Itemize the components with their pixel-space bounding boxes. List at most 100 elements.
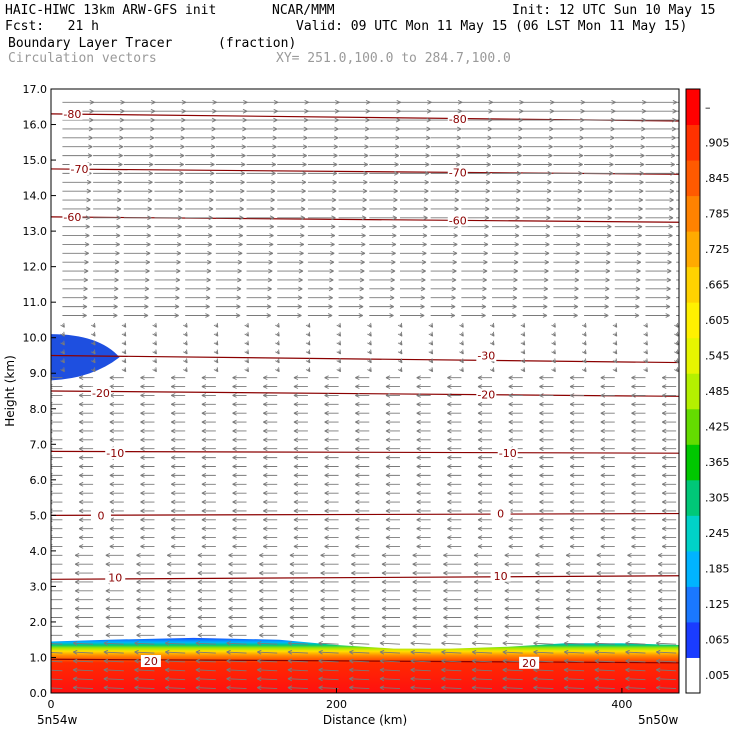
wind-vector [430,250,458,256]
wind-vector [508,490,523,496]
wind-vector [489,367,495,373]
wind-vector [631,375,646,381]
wind-vector [539,464,554,469]
wind-vector [195,658,216,664]
wind-vector [259,588,278,594]
wind-vector [614,233,642,238]
wind-vector [399,126,431,132]
wind-vector [154,135,185,141]
wind-vector [569,401,585,407]
wind-vector [355,517,370,523]
wind-vector [447,464,462,469]
wind-vector [170,464,186,469]
wind-vector [232,401,247,407]
wind-vector [399,108,432,114]
contour-label-bg [105,447,126,460]
wind-vector [596,606,615,611]
wind-vector [657,624,677,629]
wind-vector [307,295,333,301]
wind-vector [428,349,434,355]
wind-vector [154,233,182,238]
wind-vector [201,393,216,398]
wind-vector [443,606,462,611]
wind-vector [522,233,550,238]
wind-vector [123,242,151,247]
wind-vector [655,685,677,691]
wind-vector [461,179,491,185]
wind-vector [93,153,123,158]
wind-vector [379,658,400,664]
wind-vector [385,464,400,469]
wind-vector [293,508,308,514]
wind-vector [136,570,155,576]
wind-vector [584,304,609,309]
wind-vector [385,375,400,381]
wind-vector [60,340,65,346]
wind-vector [215,224,244,230]
wind-vector [293,437,308,443]
wind-vector [201,401,216,407]
wind-vector [154,250,182,256]
wind-vector [185,286,211,292]
wind-vector [305,331,311,337]
wind-vector [201,446,216,452]
wind-vector [381,615,400,620]
wind-vector [166,588,186,594]
wind-vector [614,188,644,194]
wind-vector [201,508,216,514]
wind-vector [625,640,646,646]
wind-vector [569,535,585,540]
contour-label: -80 [449,113,467,126]
wind-vector [324,481,339,487]
wind-vector [539,410,554,416]
wind-vector [259,606,278,611]
wind-vector [293,384,308,389]
wind-vector [109,535,124,540]
wind-vector [93,286,119,292]
wind-vector [631,526,646,532]
colorbar-swatch [686,621,700,658]
wind-vector [246,126,278,132]
wind-vector [369,286,395,292]
wind-vector [215,99,248,105]
wind-vector [351,606,370,611]
wind-vector [522,162,553,167]
wind-vector [289,615,308,620]
wind-vector [338,242,366,247]
wind-vector [539,544,554,549]
wind-vector [502,640,523,646]
colorbar-label: .785 [705,207,730,220]
wind-vector [461,135,492,141]
colorbar-frame [685,88,701,694]
y-tick-label: 12.0 [23,261,48,274]
wind-vector [338,259,365,265]
colorbar-swatch [686,515,700,552]
wind-vector [533,640,554,646]
wind-vector [508,499,523,505]
wind-vector [612,349,618,355]
wind-vector [492,99,524,105]
wind-vector [416,384,431,389]
wind-vector [228,570,247,576]
wind-vector [643,367,648,373]
wind-vector [123,215,152,221]
wind-vector [121,349,127,355]
wind-vector [369,295,395,301]
wind-vector [170,526,186,532]
wind-vector [539,481,554,487]
wind-vector [78,508,94,514]
wind-vector [416,393,431,398]
wind-vector [140,437,155,443]
wind-vector [399,153,430,158]
wind-vector [614,215,643,221]
wind-vector [232,455,247,460]
upper-tracer-blob [51,334,120,381]
wind-vector [263,508,278,514]
wind-vector [369,197,398,203]
temperature-contour [51,450,679,454]
wind-vector [195,685,216,691]
wind-vector [471,640,493,646]
wind-vector [416,401,431,407]
wind-vector [508,384,523,389]
wind-vector [355,481,370,487]
